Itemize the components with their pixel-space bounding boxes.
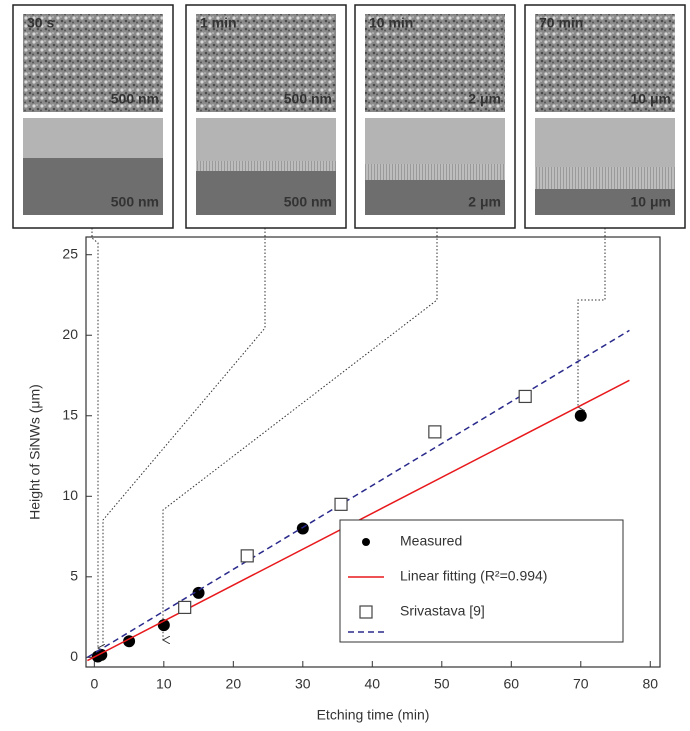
inset-top-image [365,14,505,112]
x-axis-label: Etching time (min) [317,707,430,723]
point [334,497,348,511]
point [574,409,587,422]
legend: Measured Linear fitting (R²=0.994) Srivast… [339,519,624,643]
legend-label: Srivastava [9] [400,603,485,619]
y-tick-label: 10 [62,487,78,503]
inset-bottom-sky [196,118,336,161]
inset-bottom-sky [23,118,163,158]
insets: 30 s 500 nm 500 nm 1 min 500 nm 500 nm 10 min 2… [12,4,686,229]
inset-scale: 500 nm [111,194,159,210]
x-tick-label: 30 [295,676,311,692]
connector [91,228,98,648]
connector [102,228,266,648]
point [240,549,254,563]
y-tick-label: 0 [70,648,78,664]
x-tick-label: 50 [434,676,450,692]
legend-label: Measured [400,533,462,549]
inset-top-image [535,14,675,112]
connector [163,228,438,640]
y-tick-label: 5 [70,568,78,584]
x-tick-label: 60 [503,676,519,692]
inset-label: 1 min [200,15,237,31]
plot: 0 10 20 30 40 50 60 70 80 0 5 10 15 20 25 Etching time … [27,236,661,723]
x-tick-label: 40 [365,676,381,692]
x-tick-label: 80 [642,676,658,692]
inset-label: 10 min [369,15,413,31]
x-tick-label: 20 [226,676,242,692]
inset-bottom-sky [365,118,505,164]
x-tick-label: 10 [156,676,172,692]
y-tick-label: 15 [62,406,78,422]
inset-top-image [23,14,163,112]
x-tick-label: 0 [90,676,98,692]
plot-frame [85,236,661,668]
trend-line [87,329,630,658]
inset-wires [196,161,336,171]
point [178,600,192,615]
inset-bottom-sky [535,118,675,167]
inset-wires [535,167,675,189]
y-tick-label: 25 [62,245,78,261]
inset-label: 30 s [27,15,54,31]
x-tick-label: 70 [573,676,589,692]
inset-scale: 10 μm [631,194,671,210]
point [192,586,205,599]
legend-frame [339,519,624,643]
y-tick-label: 20 [62,326,78,342]
y-axis-label: Height of SiNWs (μm) [27,384,43,520]
inset-scale: 500 nm [111,91,159,107]
legend-marker [359,605,373,619]
connector [578,228,606,407]
point [518,389,532,404]
legend-label: Linear fitting (R²=0.994) [400,568,547,584]
inset-scale: 2 μm [468,194,501,210]
legend-marker [362,538,370,546]
point [296,522,309,535]
point [428,425,442,439]
inset-top-image [196,14,336,112]
inset-scale: 10 μm [631,91,671,107]
inset-scale: 2 μm [468,91,501,107]
inset-scale: 500 nm [284,194,332,210]
inset-label: 70 min [539,15,583,31]
inset-scale: 500 nm [284,91,332,107]
inset-wires [365,164,505,180]
